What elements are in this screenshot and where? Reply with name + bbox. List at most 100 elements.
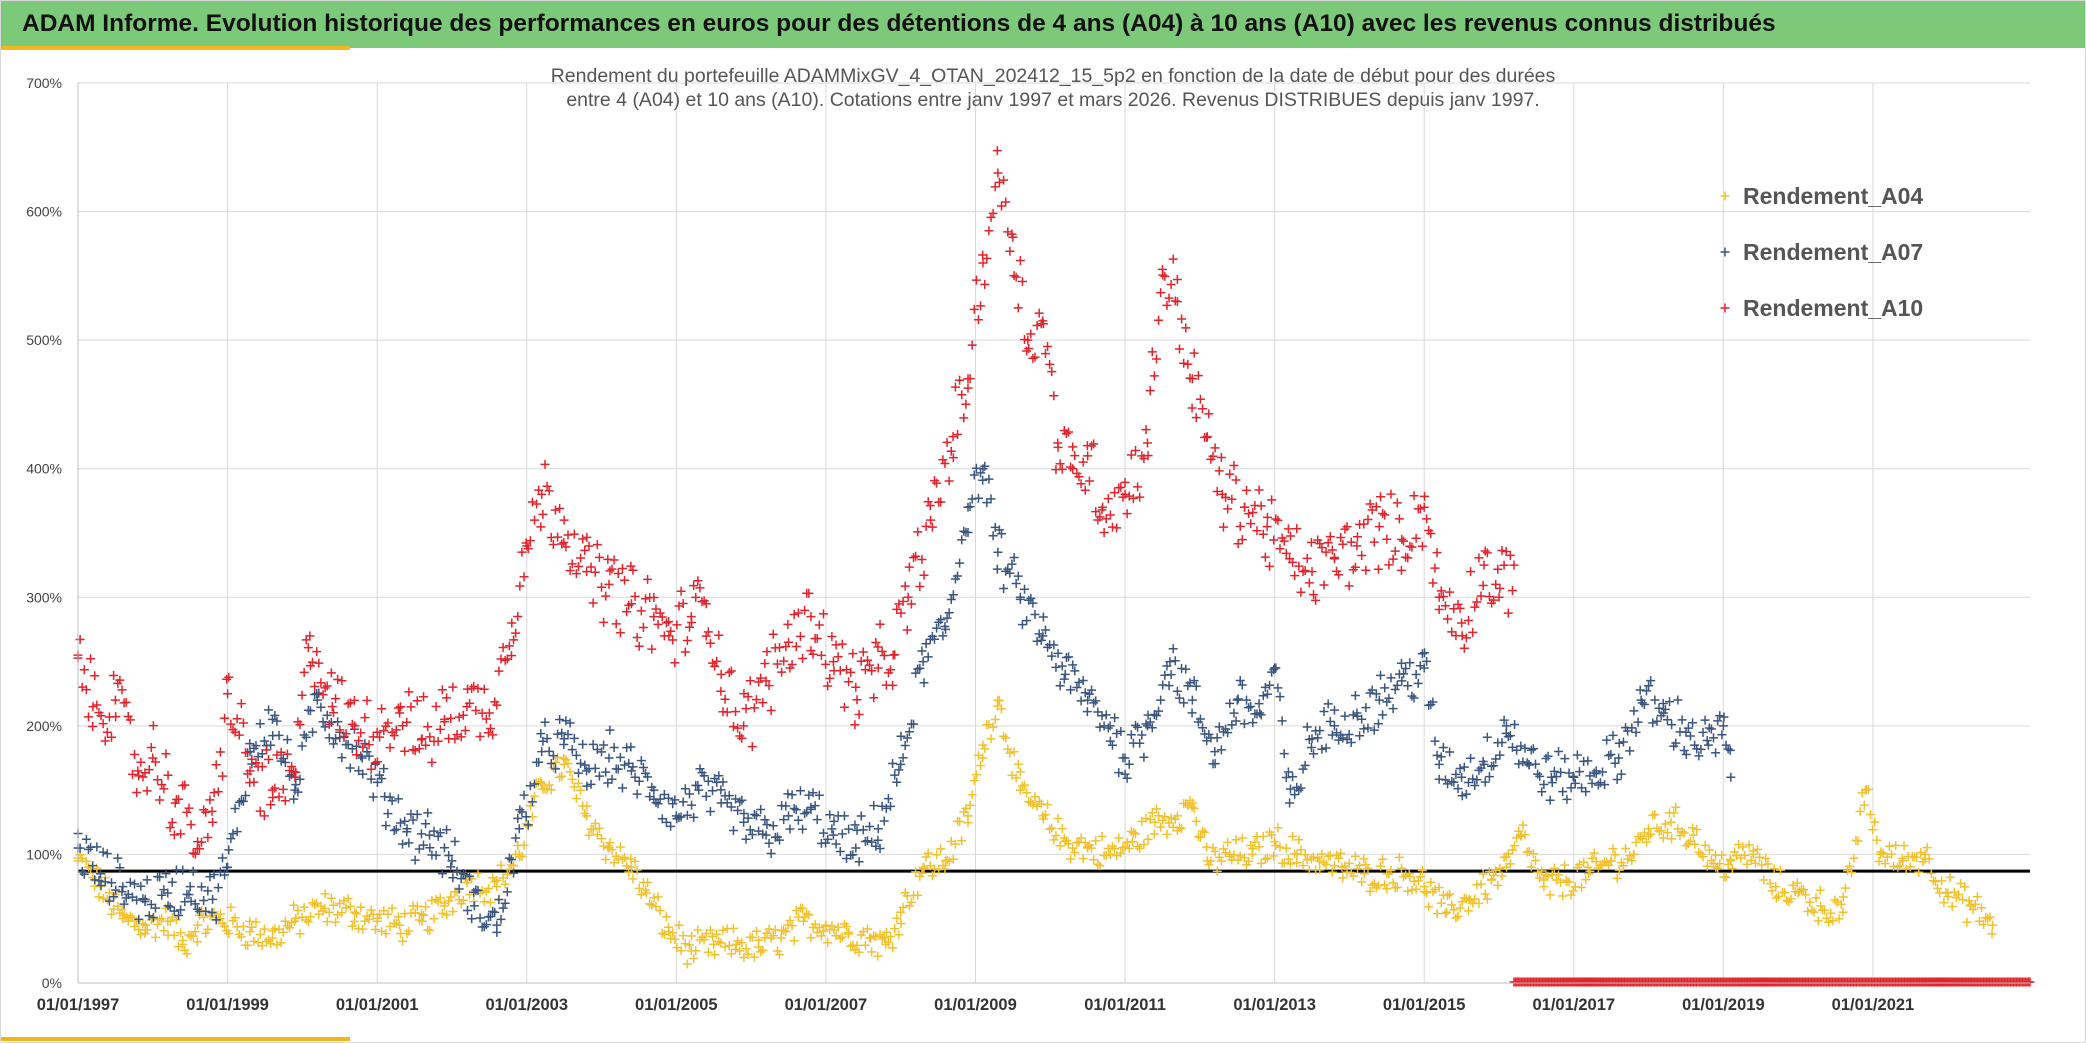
point-A10 [1325,532,1335,542]
point-A07 [1074,677,1084,687]
data-point-A10 [439,714,449,724]
point-A07 [565,718,575,728]
point-A04 [157,914,167,924]
point-A10 [950,382,960,392]
point-A04 [1066,854,1076,864]
point-A07 [818,828,828,838]
point-A10 [1057,464,1067,474]
point-A07 [1719,712,1729,722]
point-A04 [1422,888,1432,898]
point-A10 [291,767,301,777]
point-A10 [83,712,93,722]
point-A07 [1602,735,1612,745]
point-A07 [938,631,948,641]
point-A10 [1198,404,1208,414]
point-A07 [295,774,305,784]
legend-marker-A10 [1720,303,1730,313]
data-point-A04 [178,939,188,949]
point-A10 [1382,534,1392,544]
point-A10 [850,720,860,730]
point-A10 [488,730,498,740]
point-A10 [862,655,872,665]
point-A10 [664,617,674,627]
point-A04 [1223,837,1233,847]
point-A07 [620,760,630,770]
point-A07 [946,594,956,604]
point-A10 [783,619,793,629]
point-A07 [1558,787,1568,797]
point-A10 [186,820,196,830]
point-A04 [835,934,845,944]
point-A04 [272,940,282,950]
point-A10 [597,582,607,592]
point-A10 [1101,514,1111,524]
point-A10 [668,635,678,645]
point-A07 [1405,658,1415,668]
point-A04 [1436,898,1446,908]
point-A10 [142,786,152,796]
point-A10 [1438,591,1448,601]
point-A07 [615,752,625,762]
point-A07 [352,741,362,751]
point-A07 [1459,762,1469,772]
point-A04 [548,763,558,773]
point-A04 [594,823,604,833]
point-A10 [760,658,770,668]
point-A10 [1309,590,1319,600]
point-A10 [827,632,837,642]
point-A07 [1110,713,1120,723]
point-A10 [919,570,929,580]
point-A04 [1926,868,1936,878]
point-A04 [546,785,556,795]
point-A10 [259,811,269,821]
point-A10 [1032,321,1042,331]
y-tick-label: 0% [42,975,62,991]
point-A04 [136,930,146,940]
point-A04 [1526,862,1536,872]
point-A10 [1087,441,1097,451]
point-A04 [1382,884,1392,894]
point-A10 [364,740,374,750]
point-A07 [345,763,355,773]
point-A10 [1443,614,1453,624]
point-A04 [1455,903,1465,913]
point-A04 [1905,862,1915,872]
point-A07 [1633,717,1643,727]
point-A10 [241,748,251,758]
point-A07 [1598,767,1607,777]
point-A10 [701,631,711,641]
point-A07 [1214,722,1224,732]
point-A07 [130,879,140,889]
data-point-A04 [1404,869,1414,879]
point-A07 [437,869,447,879]
point-A07 [197,882,207,892]
point-A04 [1306,854,1316,864]
axis-layer: 0%100%200%300%400%500%600%700%01/01/1997… [26,75,2030,1014]
point-A04 [1149,829,1159,839]
point-A10 [586,562,596,572]
point-A07 [213,883,223,893]
point-A07 [1101,710,1111,720]
point-A04 [1022,788,1032,798]
point-A10 [1466,567,1476,577]
point-A04 [320,889,330,899]
point-A10-zero [2025,977,2035,987]
point-A04 [1093,859,1103,869]
point-A07 [1445,747,1455,757]
point-A10 [1392,498,1402,508]
data-point-A10 [1509,560,1519,570]
point-A07 [305,706,315,716]
point-A04 [936,844,946,854]
point-A07 [1095,722,1105,732]
data-point-A10 [1479,560,1489,570]
point-A07 [825,810,835,820]
data-point-A04 [267,933,277,943]
point-A10 [833,652,843,662]
point-A07 [1248,718,1258,728]
point-A10 [163,770,173,780]
point-A07 [199,895,209,905]
point-A07 [1051,662,1061,672]
point-A04 [1195,832,1205,842]
point-A10 [337,676,347,686]
point-A04 [1147,808,1157,818]
